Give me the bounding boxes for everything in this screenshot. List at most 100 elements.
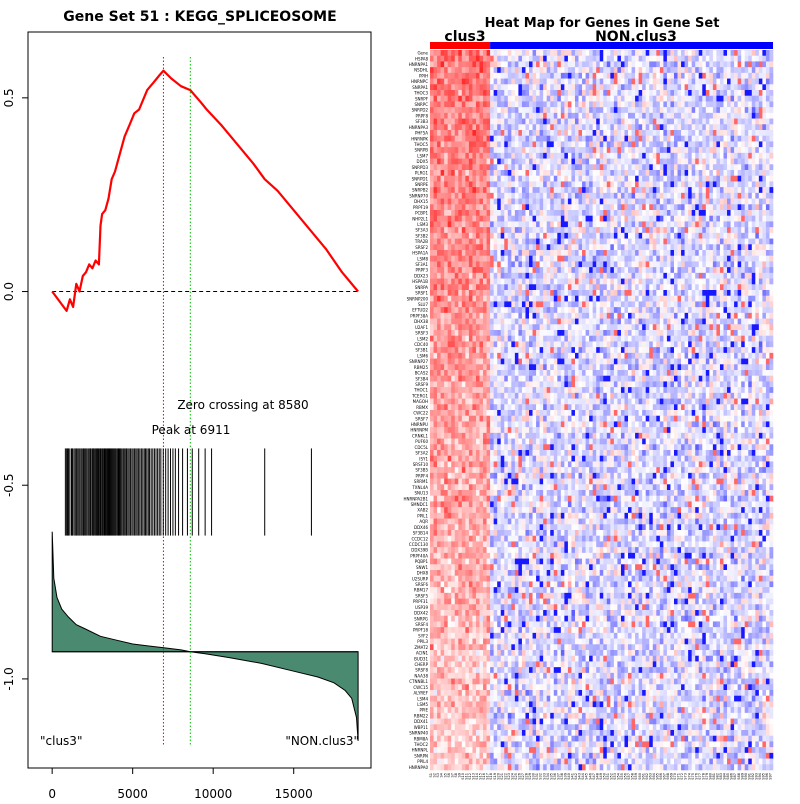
heat-cell: [444, 101, 448, 107]
heat-cell: [639, 187, 643, 193]
heat-cell: [568, 130, 572, 136]
heat-cell: [480, 67, 484, 73]
heat-cell: [766, 313, 770, 319]
heat-cell: [561, 176, 565, 182]
heat-cell: [511, 279, 515, 285]
heat-cell: [547, 204, 551, 210]
heat-cell: [515, 193, 519, 199]
heat-cell: [504, 141, 508, 147]
heat-cell: [723, 113, 727, 119]
heat-cell: [745, 119, 749, 125]
heat-cell: [731, 147, 735, 153]
heat-cell: [476, 267, 480, 273]
heat-cell: [635, 101, 639, 107]
heat-cell: [476, 284, 480, 290]
heat-cell: [593, 164, 597, 170]
heat-cell: [734, 319, 738, 325]
heat-cell: [716, 301, 720, 307]
heat-cell: [575, 273, 579, 279]
heat-cell: [762, 181, 766, 187]
heat-cell: [561, 313, 565, 319]
heat-cell: [557, 84, 561, 90]
heat-cell: [444, 227, 448, 233]
heat-cell: [437, 170, 441, 176]
heat-cell: [716, 239, 720, 245]
heat-cell: [451, 227, 455, 233]
heat-cell: [734, 193, 738, 199]
heat-cell: [487, 130, 491, 136]
heat-cell: [444, 170, 448, 176]
heat-cell: [533, 141, 537, 147]
heat-cell: [738, 267, 742, 273]
heat-cell: [709, 153, 713, 159]
heat-cell: [709, 84, 713, 90]
heat-cell: [472, 199, 476, 205]
heat-cell: [483, 330, 487, 336]
heat-cell: [639, 193, 643, 199]
heat-cell: [458, 147, 462, 153]
heat-cell: [504, 279, 508, 285]
heat-cell: [734, 84, 738, 90]
heat-cell: [759, 290, 763, 296]
heat-cell: [660, 319, 664, 325]
heat-cell: [745, 284, 749, 290]
heat-cell: [451, 50, 455, 56]
heat-cell: [579, 181, 583, 187]
heat-cell: [536, 296, 540, 302]
heat-cell: [434, 307, 438, 313]
heat-cell: [582, 136, 586, 142]
heat-cell: [490, 250, 494, 256]
heat-cell: [614, 193, 618, 199]
heat-cell: [635, 56, 639, 62]
heat-cell: [649, 124, 653, 130]
heat-cell: [508, 147, 512, 153]
heat-cell: [561, 301, 565, 307]
heat-cell: [483, 227, 487, 233]
heat-cell: [617, 130, 621, 136]
heat-cell: [480, 279, 484, 285]
heat-cell: [748, 324, 752, 330]
heat-cell: [455, 307, 459, 313]
heat-cell: [752, 319, 756, 325]
heat-cell: [727, 113, 731, 119]
heat-cell: [752, 239, 756, 245]
heat-cell: [610, 187, 614, 193]
heat-cell: [525, 56, 529, 62]
heat-cell: [741, 307, 745, 313]
heat-cell: [639, 216, 643, 222]
heat-cell: [487, 101, 491, 107]
heat-cell: [455, 227, 459, 233]
heat-cell: [568, 96, 572, 102]
heat-cell: [550, 244, 554, 250]
heat-cell: [734, 330, 738, 336]
heat-cell: [632, 233, 636, 239]
heat-cell: [632, 279, 636, 285]
heat-cell: [547, 199, 551, 205]
heat-cell: [582, 193, 586, 199]
heat-cell: [681, 273, 685, 279]
heat-cell: [483, 261, 487, 267]
heat-cell: [518, 233, 522, 239]
heat-cell: [522, 244, 526, 250]
heat-cell: [483, 233, 487, 239]
heat-cell: [727, 279, 731, 285]
heat-cell: [469, 96, 473, 102]
heat-cell: [727, 50, 731, 56]
x-tick-label: 15000: [275, 787, 313, 800]
heat-cell: [603, 153, 607, 159]
heat-cell: [593, 330, 597, 336]
heat-cell: [469, 101, 473, 107]
heat-cell: [561, 170, 565, 176]
heat-cell: [494, 73, 498, 79]
heat-cell: [738, 227, 742, 233]
heat-cell: [716, 61, 720, 67]
heat-cell: [582, 210, 586, 216]
heat-cell: [678, 61, 682, 67]
heat-cell: [455, 324, 459, 330]
heat-cell: [748, 107, 752, 113]
heat-cell: [582, 273, 586, 279]
heat-cell: [653, 170, 657, 176]
heat-cell: [600, 96, 604, 102]
heat-cell: [437, 256, 441, 262]
heat-cell: [709, 227, 713, 233]
